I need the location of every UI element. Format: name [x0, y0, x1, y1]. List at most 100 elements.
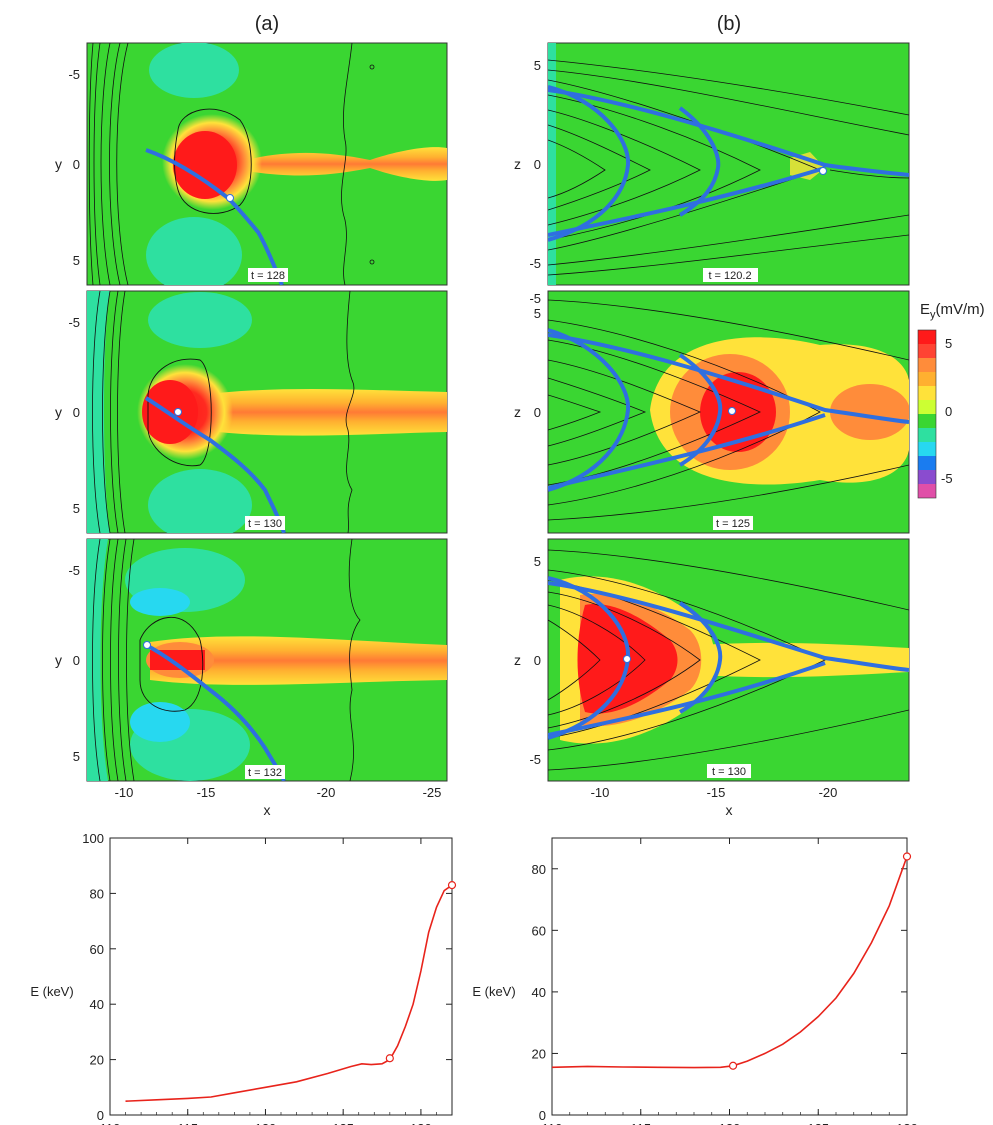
colorbar: Ey(mV/m) 5 0 -5: [917, 301, 985, 499]
colorbar-label-unit: (mV/m): [936, 301, 985, 318]
ytick-a1-0: -5: [68, 67, 80, 82]
ytick-a3-1: 0: [73, 653, 80, 668]
xtick-a-0: -10: [115, 785, 134, 800]
colorbar-swatch: [918, 414, 936, 428]
ytick-b1-0: 5: [534, 58, 541, 73]
colorbar-tick-5: 5: [945, 336, 952, 351]
y-tick-label: 40: [532, 985, 546, 1000]
plot-frame: [551, 837, 908, 1116]
time-marker: [902, 852, 912, 861]
colorbar-tick-neg5: -5: [941, 471, 953, 486]
time-marker: [385, 1054, 394, 1063]
y-tick-label: 60: [532, 923, 546, 938]
y-tick-label: 20: [90, 1053, 104, 1068]
xtick-b-2: -20: [819, 785, 838, 800]
x-tick-label: 115: [177, 1121, 198, 1125]
colorbar-swatch: [918, 484, 936, 498]
ytick-b3-2: -5: [529, 752, 541, 767]
colorbar-swatch: [918, 344, 936, 358]
panel-label-b: (b): [717, 13, 741, 35]
energy-chart-b: 110115120125130020406080t (10s)E (keV): [472, 837, 918, 1125]
y-tick-label: 0: [97, 1108, 104, 1123]
colorbar-swatch: [918, 442, 936, 456]
time-marker: [447, 880, 457, 890]
axis-label-a3: y: [55, 652, 62, 668]
y-tick-label: 80: [90, 886, 104, 901]
axis-label-b2: z: [514, 404, 521, 420]
y-tick-label: 60: [90, 942, 104, 957]
time-label-a2: t = 130: [248, 518, 282, 530]
x-tick-label: 125: [332, 1121, 354, 1125]
time-marker: [728, 1061, 738, 1070]
y-tick-label: 20: [532, 1046, 546, 1061]
xlabel-a: x: [264, 802, 271, 818]
ytick-a2-1: 0: [73, 405, 80, 420]
axis-label-a1: y: [55, 156, 62, 172]
time-label-a3: t = 132: [248, 767, 282, 779]
x-tick-label: 130: [896, 1121, 918, 1125]
map-a2: t = 130 y -5 0 5: [55, 290, 448, 534]
colorbar-swatch: [918, 470, 936, 484]
panel-label-a: (a): [255, 13, 279, 35]
energy-curve: [551, 856, 908, 1069]
xtick-a-2: -20: [317, 785, 336, 800]
ytick-a3-0: -5: [68, 563, 80, 578]
ytick-b3-0: 5: [534, 554, 541, 569]
xtick-a-1: -15: [197, 785, 216, 800]
ytick-b2-0: -5: [529, 291, 541, 306]
y-tick-label: 0: [539, 1108, 546, 1123]
x-tick-label: 120: [255, 1121, 277, 1125]
x-tick-label: 125: [807, 1121, 829, 1125]
colorbar-swatch: [918, 456, 936, 470]
svg-text:Ey(mV/m): Ey(mV/m): [920, 301, 985, 321]
ytick-b2-2: 0: [534, 405, 541, 420]
ytick-b3-1: 0: [534, 653, 541, 668]
colorbar-label-main: E: [920, 301, 930, 318]
axis-label-b3: z: [514, 652, 521, 668]
xlabel-b: x: [726, 802, 733, 818]
plot-frame: [109, 837, 453, 1116]
map-b3: t = 130 z 5 0 -5 -10 -15 -20 x: [514, 538, 910, 818]
xtick-a-3: -25: [423, 785, 442, 800]
ytick-b2-1: 5: [534, 306, 541, 321]
axis-label-b1: z: [514, 156, 521, 172]
axis-label-a2: y: [55, 404, 62, 420]
time-label-b3: t = 130: [712, 766, 746, 778]
energy-curve: [125, 884, 453, 1102]
map-a1: t = 128 y -5 0 5: [55, 42, 448, 286]
y-axis-label: E (keV): [472, 984, 515, 999]
ytick-b1-1: 0: [534, 157, 541, 172]
map-b1: t = 120.2 z 5 0 -5: [514, 42, 910, 286]
x-tick-label: 130: [410, 1121, 432, 1125]
ytick-b1-2: -5: [529, 256, 541, 271]
colorbar-swatch: [918, 330, 936, 344]
time-label-a1: t = 128: [251, 270, 285, 282]
colorbar-swatch: [918, 386, 936, 400]
colorbar-label-sub: y: [930, 309, 936, 321]
xtick-b-0: -10: [591, 785, 610, 800]
colorbar-swatch: [918, 372, 936, 386]
map-b2: t = 125 z -5 5 0: [514, 290, 910, 534]
x-tick-label: 110: [100, 1121, 121, 1125]
ytick-a3-2: 5: [73, 749, 80, 764]
ytick-a1-2: 5: [73, 253, 80, 268]
colorbar-tick-0: 0: [945, 404, 952, 419]
colorbar-swatch: [918, 400, 936, 414]
ytick-a2-0: -5: [68, 315, 80, 330]
time-label-b1: t = 120.2: [708, 270, 751, 282]
time-label-b2: t = 125: [716, 518, 750, 530]
colorbar-swatch: [918, 358, 936, 372]
y-tick-label: 80: [532, 862, 546, 877]
y-tick-label: 40: [90, 997, 104, 1012]
x-tick-label: 120: [719, 1121, 741, 1125]
x-tick-label: 110: [542, 1121, 563, 1125]
energy-chart-a: 110115120125130020406080100t (10s)E (keV…: [30, 831, 457, 1125]
ytick-a2-2: 5: [73, 501, 80, 516]
y-axis-label: E (keV): [30, 984, 73, 999]
colorbar-swatch: [918, 428, 936, 442]
x-tick-label: 115: [630, 1121, 651, 1125]
xtick-b-1: -15: [707, 785, 726, 800]
y-tick-label: 100: [82, 831, 104, 846]
colorbar-frame: [917, 329, 937, 499]
